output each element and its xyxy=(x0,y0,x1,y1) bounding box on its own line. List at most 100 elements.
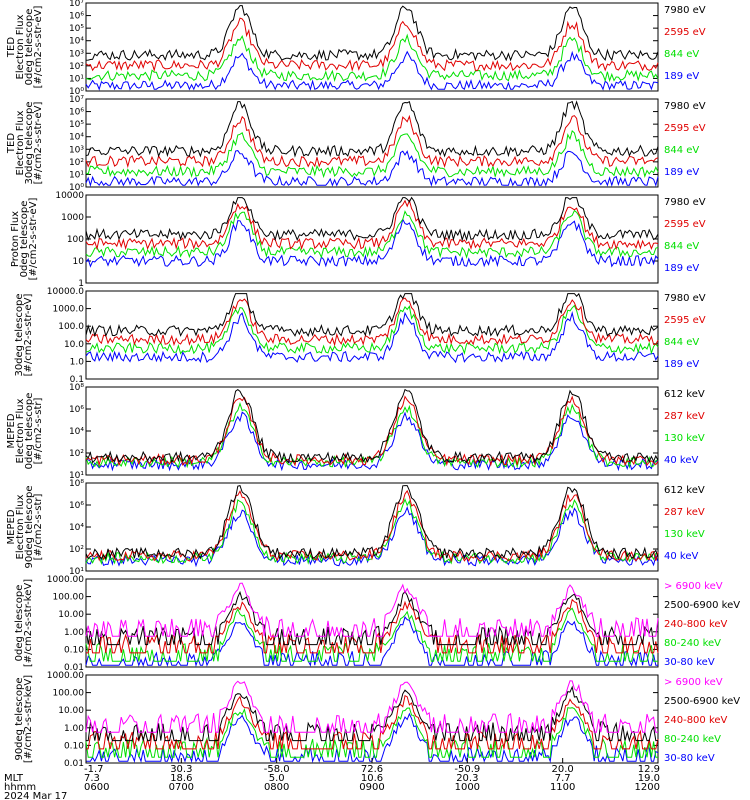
y-tick-label: 0.10 xyxy=(64,741,84,751)
y-tick-label: 1000.00 xyxy=(47,671,84,681)
y-tick-label: 10⁸ xyxy=(69,479,84,489)
legend-entry: 2500-6900 keV xyxy=(664,696,740,707)
y-tick-label: 10.00 xyxy=(58,706,84,716)
y-tick-label: 100.00 xyxy=(53,593,85,603)
x-axis-row-label: hhmm xyxy=(4,782,36,793)
series-trace-844-eV xyxy=(85,33,659,83)
legend-entry: 189 eV xyxy=(664,167,699,178)
legend-entry: 287 keV xyxy=(664,411,705,422)
y-tick-label: 1.0 xyxy=(70,357,85,367)
y-tick-label: 10³ xyxy=(69,49,84,59)
x-tick-label-mlt: 7.3 xyxy=(84,773,100,784)
legend-entry: 80-240 keV xyxy=(664,638,721,649)
y-tick-label: 10² xyxy=(69,158,84,168)
series-trace-189-eV xyxy=(85,150,659,188)
series-trace-2595-eV xyxy=(85,114,659,169)
series-trace-2595-eV xyxy=(85,297,659,347)
y-tick-label: 10000 xyxy=(55,191,84,201)
y-axis-label: 90deg telescope xyxy=(14,677,25,760)
series-trace-2595-eV xyxy=(85,17,659,73)
panel-8: 0.01 0.10 1.00 10.00 100.00 1000.00 90deg tele… xyxy=(14,671,740,769)
y-tick-label: 10² xyxy=(69,449,84,459)
y-tick-label: 10.00 xyxy=(58,610,84,620)
x-tick-label-hhmm: 0600 xyxy=(84,782,109,793)
series-trace--6900-keV xyxy=(85,582,659,637)
legend-entry: 7980 eV xyxy=(664,101,706,112)
series-trace-80-240-keV xyxy=(85,707,658,760)
y-tick-label: 10000.0 xyxy=(47,287,84,297)
x-tick-label-mlt: 7.7 xyxy=(555,773,571,784)
x-tick-label-hhmm: 0900 xyxy=(359,782,384,793)
y-axis-label: [#/cm2-s-str] xyxy=(33,397,44,464)
legend-entry: > 6900 keV xyxy=(664,677,723,688)
x-tick-label-hhmm: 0800 xyxy=(264,782,289,793)
legend-entry: 7980 eV xyxy=(664,293,706,304)
legend-entry: 844 eV xyxy=(664,337,699,348)
x-tick-label-lat: 72.6 xyxy=(361,764,383,775)
x-tick-label-lat: -58.0 xyxy=(264,764,290,775)
x-tick-label-mlt: 20.3 xyxy=(456,773,478,784)
y-tick-label: 1.00 xyxy=(64,724,84,734)
series-trace-2595-eV xyxy=(85,199,659,251)
legend-entry: 287 keV xyxy=(664,507,705,518)
y-axis-label: Proton Flux xyxy=(10,211,21,267)
legend-entry: 240-800 keV xyxy=(664,715,728,726)
series-trace--6900-keV xyxy=(85,680,658,735)
x-axis-row-label: MLT xyxy=(4,773,24,784)
y-tick-label: 10⁵ xyxy=(69,120,84,130)
x-tick-label-hhmm: 0700 xyxy=(169,782,194,793)
panel-frame xyxy=(85,578,659,668)
legend-entry: 844 eV xyxy=(664,145,699,156)
y-tick-label: 1.00 xyxy=(64,628,84,638)
y-axis-label: Electron Flux xyxy=(15,14,26,79)
x-tick-label-lat: 30.3 xyxy=(170,764,192,775)
x-tick-label-mlt: 19.0 xyxy=(638,773,660,784)
x-axis-row-label: 2024 Mar 17 xyxy=(4,791,67,800)
x-tick-label-hhmm: 1100 xyxy=(550,782,575,793)
y-tick-label: 10³ xyxy=(69,145,84,155)
y-tick-label: 1000.00 xyxy=(47,575,84,585)
y-axis-label: MEPED xyxy=(6,509,17,544)
y-tick-label: 100.0 xyxy=(58,322,84,332)
series-trace-130-keV xyxy=(85,401,659,469)
series-trace-844-eV xyxy=(85,304,659,355)
y-tick-label: 10⁶ xyxy=(69,405,84,415)
series-trace-2500-6900-keV xyxy=(86,685,658,743)
legend-entry: 130 keV xyxy=(664,433,705,444)
y-tick-label: 10² xyxy=(69,62,84,72)
series-trace-189-eV xyxy=(85,50,659,91)
legend-entry: 844 eV xyxy=(664,49,699,60)
x-axis-group: -1.77.3060030.318.60700-58.05.0080072.61… xyxy=(4,758,660,800)
x-tick-label-lat: -1.7 xyxy=(84,764,104,775)
y-axis-label: [#/cm2-s-str-keV] xyxy=(23,675,34,763)
x-tick-label-lat: 20.0 xyxy=(552,764,574,775)
series-trace-7980-eV xyxy=(85,100,659,158)
y-tick-label: 10¹ xyxy=(69,74,84,84)
series-trace-7980-eV xyxy=(85,5,659,62)
x-tick-label-hhmm: 1200 xyxy=(635,782,660,793)
panel-frame xyxy=(85,2,659,92)
legend-entry: 7980 eV xyxy=(664,5,706,16)
panel-frame xyxy=(85,98,659,188)
legend-entry: 612 keV xyxy=(664,485,705,496)
y-axis-label: 30deg telescope xyxy=(14,293,25,376)
y-axis-label: [#/cm2-s-str-eV] xyxy=(28,198,39,281)
legend-entry: 612 keV xyxy=(664,389,705,400)
legend-entry: 189 eV xyxy=(664,263,699,274)
legend-entry: 80-240 keV xyxy=(664,734,721,745)
panel-7: 0.01 0.10 1.00 10.00 100.00 1000.00 0deg teles… xyxy=(14,575,740,673)
series-trace-2500-6900-keV xyxy=(85,590,658,646)
legend-entry: 2595 eV xyxy=(664,27,706,38)
y-axis-label: Electron Flux xyxy=(15,110,26,175)
series-trace-30-80-keV xyxy=(85,616,658,668)
y-tick-label: 0.1 xyxy=(70,375,84,385)
legend-entry: 30-80 keV xyxy=(664,657,715,668)
x-tick-label-lat: 12.9 xyxy=(638,764,660,775)
series-trace-7980-eV xyxy=(85,196,659,242)
series-trace-844-eV xyxy=(85,209,659,259)
x-tick-label-hhmm: 1000 xyxy=(455,782,480,793)
y-tick-label: 10⁴ xyxy=(69,523,84,533)
y-tick-label: 10¹ xyxy=(69,567,84,577)
